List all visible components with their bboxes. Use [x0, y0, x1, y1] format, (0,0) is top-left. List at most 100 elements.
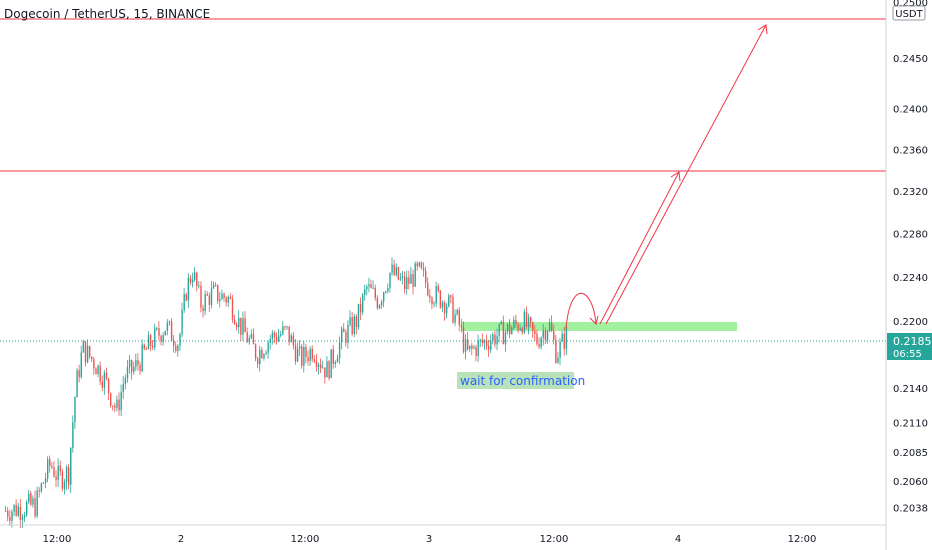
candle-body [326, 361, 328, 378]
annotation-label[interactable]: wait for confirmation [460, 374, 585, 388]
candle-body [370, 284, 372, 289]
candle-body [36, 490, 38, 517]
candle-body [89, 345, 91, 357]
candle-body [233, 319, 236, 325]
candle-body [196, 272, 198, 287]
candle-body [454, 314, 456, 323]
candle-body [299, 346, 301, 349]
candle-body [137, 360, 139, 365]
candle-body [57, 465, 59, 480]
candle-body [170, 321, 173, 341]
price-tick-label: 0.2200 [893, 317, 928, 328]
candle-body [401, 276, 404, 278]
candle-body [269, 338, 271, 343]
currency-label: USDT [895, 9, 923, 20]
candle-body [118, 399, 120, 411]
price-tick-label: 0.2140 [893, 384, 928, 395]
candle-body [32, 498, 34, 505]
candle-body [540, 337, 542, 348]
candle-body [364, 289, 366, 295]
candle-body [86, 345, 89, 363]
candle-body [288, 326, 290, 343]
resistance-zone[interactable] [461, 322, 737, 331]
candle-body [378, 305, 381, 308]
candle-body [227, 296, 229, 303]
candle-body [565, 326, 568, 349]
candle-body [477, 340, 479, 357]
candle-body [479, 339, 481, 341]
candle-body [82, 341, 85, 353]
candle-body [357, 303, 360, 328]
current-price-value: 0.2185 [893, 335, 932, 348]
candle-countdown: 06:55 [893, 349, 922, 360]
candle-body [317, 364, 320, 368]
candle-body [448, 295, 450, 307]
candle-body [462, 327, 465, 352]
candle-body [519, 328, 521, 331]
candle-body [116, 399, 118, 408]
candle-body [126, 367, 129, 379]
price-tick-label: 0.2360 [893, 145, 928, 156]
candle-body [502, 321, 505, 345]
candle-body [84, 341, 87, 363]
currency-badge[interactable] [892, 5, 926, 21]
price-axis[interactable]: 0.2500 0.2450 0.2400 0.2360 0.2320 0.2280 0.22… [893, 0, 928, 514]
candle-body [261, 349, 263, 359]
current-price-tag [887, 333, 932, 360]
candlestick-series [5, 257, 568, 528]
candle-body [135, 360, 137, 367]
candle-body [305, 346, 307, 358]
candle-body [517, 323, 519, 331]
candle-body [475, 347, 477, 357]
candle-body [221, 293, 223, 300]
candle-body [40, 483, 43, 492]
candle-body [431, 297, 433, 305]
bounce-arc[interactable] [565, 293, 597, 330]
candle-body [530, 317, 532, 323]
candle-body [523, 311, 526, 333]
candle-body [416, 263, 418, 266]
candle-body [343, 328, 345, 333]
candle-body [292, 335, 295, 346]
projection-arrow-2-head [757, 24, 768, 35]
candle-body [168, 321, 171, 323]
candle-body [553, 331, 555, 340]
candle-body [433, 303, 435, 305]
candle-body [99, 365, 101, 382]
symbol-title: Dogecoin / TetherUS, 15, BINANCE [4, 7, 211, 21]
candle-body [563, 333, 565, 349]
candle-body [124, 378, 127, 384]
candle-body [464, 339, 467, 352]
price-tick-label: 0.2320 [893, 187, 928, 198]
candle-body [490, 340, 492, 350]
candle-body [467, 339, 469, 350]
candle-body [101, 381, 103, 388]
candle-body [383, 292, 385, 302]
candle-body [200, 285, 202, 308]
candle-body [240, 317, 242, 335]
candle-body [61, 471, 64, 489]
price-tick-label: 0.2085 [893, 448, 928, 459]
time-axis[interactable]: 12:00 2 12:00 3 12:00 4 12:00 [43, 534, 817, 545]
candle-body [496, 336, 498, 345]
candle-body [397, 267, 400, 280]
candle-body [271, 332, 274, 339]
candle-body [355, 316, 358, 328]
time-tick-label: 12:00 [540, 534, 569, 545]
candle-body [441, 302, 444, 308]
candle-body [147, 335, 150, 350]
candle-body [391, 264, 393, 273]
projection-arrow-1[interactable] [599, 171, 680, 325]
candle-body [212, 284, 215, 289]
candle-body [332, 349, 334, 365]
projection-arrow-2[interactable] [605, 24, 767, 325]
candle-body [181, 309, 183, 335]
candle-body [494, 334, 496, 345]
time-tick-label: 12:00 [291, 534, 320, 545]
candle-body [21, 517, 24, 520]
candle-body [179, 334, 181, 346]
candle-body [345, 332, 347, 343]
candle-body [238, 317, 240, 328]
candle-body [51, 465, 53, 468]
